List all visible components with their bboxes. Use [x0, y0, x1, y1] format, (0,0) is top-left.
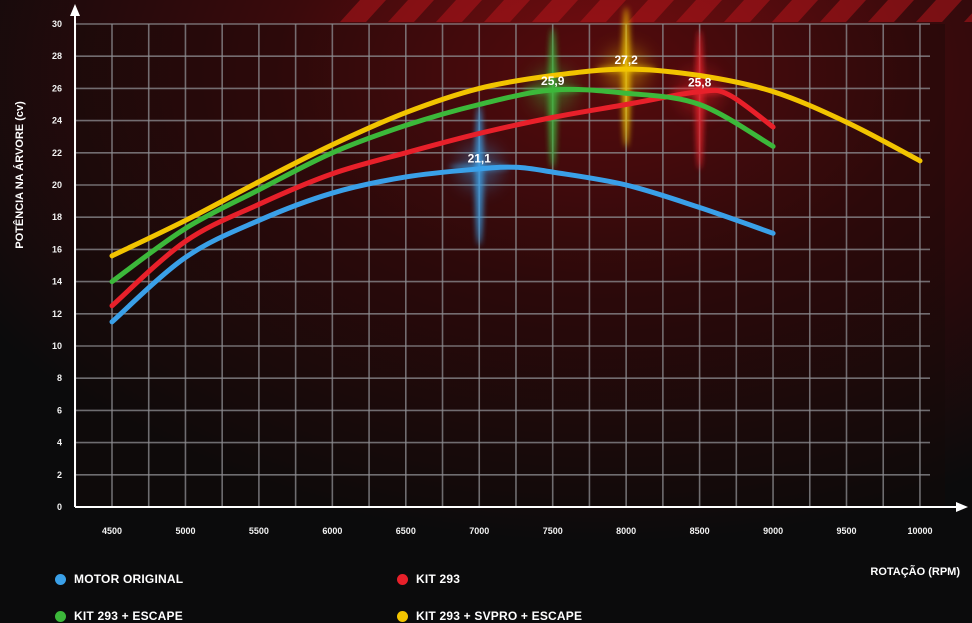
stripe [484, 0, 530, 22]
x-axis-title: ROTAÇÃO (RPM) [870, 565, 960, 578]
stripe [340, 0, 386, 22]
peak-value-label: 27,2 [615, 53, 639, 67]
plot-background [75, 24, 945, 507]
stripe [532, 0, 578, 22]
x-tick-label: 6500 [396, 526, 416, 536]
y-tick-label: 8 [57, 373, 62, 383]
series-line-motor-original [109, 164, 776, 325]
y-axis-arrow-icon [70, 4, 80, 16]
y-tick-label: 26 [52, 83, 62, 93]
series-lines [109, 66, 923, 325]
stripe [388, 0, 434, 22]
peak-flare-v [695, 29, 704, 170]
plot-area [75, 24, 945, 507]
y-tick-label: 14 [52, 277, 62, 287]
x-tick-label: 9500 [837, 526, 857, 536]
stripe [964, 13, 972, 22]
grid [74, 23, 930, 508]
x-tick-label: 7000 [469, 526, 489, 536]
y-tick-label: 30 [52, 19, 62, 29]
top-stripes [340, 0, 972, 22]
stripe [772, 0, 818, 22]
x-tick-label: 8500 [690, 526, 710, 536]
stripe [724, 0, 770, 22]
peak-labels: 21,1 25,9 27,2 25,8 [468, 53, 712, 165]
x-tick-label: 4500 [102, 526, 122, 536]
y-tick-label: 10 [52, 341, 62, 351]
y-tick-label: 6 [57, 405, 62, 415]
y-axis-title: POTÊNCIA NA ÁRVORE (cv) [13, 101, 26, 249]
series-line-kit-293-svpro-escape [109, 66, 923, 259]
peak-flare-v [475, 105, 484, 246]
y-tick-label: 16 [52, 244, 62, 254]
x-axis-arrow-icon [956, 502, 968, 512]
x-tick-label: 5500 [249, 526, 269, 536]
y-tick-label: 24 [52, 116, 62, 126]
peak-value-label: 25,9 [541, 74, 565, 88]
y-tick-label: 20 [52, 180, 62, 190]
y-tick-label: 12 [52, 309, 62, 319]
stripe [916, 0, 962, 22]
y-tick-label: 18 [52, 212, 62, 222]
x-tick-label: 6000 [322, 526, 342, 536]
y-tick-label: 0 [57, 502, 62, 512]
peak-value-label: 25,8 [688, 76, 712, 90]
stripe [580, 0, 626, 22]
series-line-kit-293-escape [109, 86, 776, 285]
axis-labels: POTÊNCIA NA ÁRVORE (cv) ROTAÇÃO (RPM) [13, 101, 960, 578]
y-tick-label: 2 [57, 470, 62, 480]
x-tick-label: 10000 [907, 526, 932, 536]
x-tick-label: 5000 [175, 526, 195, 536]
y-tick-label: 4 [57, 438, 62, 448]
series-line-kit-293 [109, 87, 776, 309]
peak-flare-v [622, 7, 631, 148]
x-tick-label: 7500 [543, 526, 563, 536]
stripe [436, 0, 482, 22]
stripe [676, 0, 722, 22]
x-tick-label: 8000 [616, 526, 636, 536]
y-tick-label: 28 [52, 51, 62, 61]
stripe [820, 0, 866, 22]
y-tick-label: 22 [52, 148, 62, 158]
peak-flare-v [548, 28, 557, 169]
peak-value-label: 21,1 [468, 151, 492, 165]
stripe [868, 0, 914, 22]
stripe [628, 0, 674, 22]
x-tick-label: 9000 [763, 526, 783, 536]
